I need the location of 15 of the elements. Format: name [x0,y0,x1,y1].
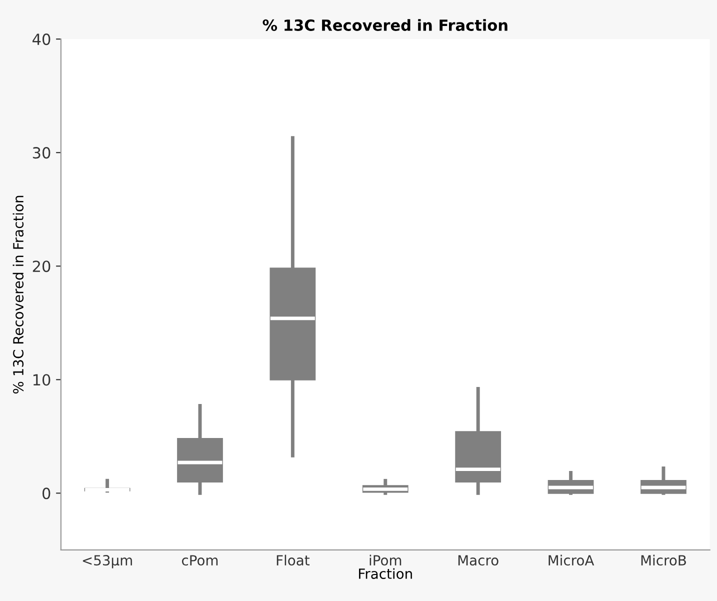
y-tick-label: 20 [32,260,50,272]
y-tick-label: 40 [32,34,50,46]
x-tick-label: iPom [370,554,402,566]
x-tick-label: MicroA [548,554,594,566]
x-tick-label: Float [276,554,310,566]
x-tick-label: Macro [458,555,498,566]
x-tick-label: MicroB [641,554,686,566]
y-tick-label: 10 [33,374,50,386]
x-tick-label: <53µm [82,555,132,568]
y-tick-label: 30 [32,147,50,159]
x-axis-title: Fraction [359,568,412,579]
y-axis-title: % 13C Recovered in Fraction [12,196,24,394]
chart-title: % 13C Recovered in Fraction [262,19,508,31]
x-tick-label: cPom [182,555,218,566]
y-tick-label: 0 [42,488,50,500]
